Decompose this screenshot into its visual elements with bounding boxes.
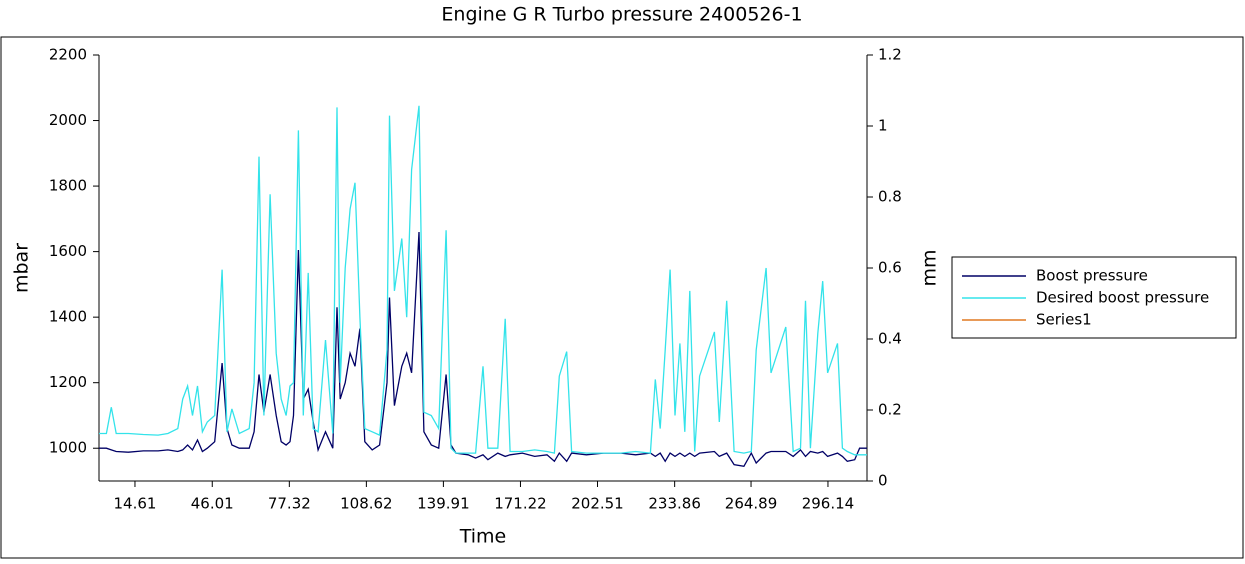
x-tick-label: 202.51: [571, 495, 624, 513]
x-tick-label: 77.32: [268, 495, 311, 513]
y2-tick-label: 1: [878, 117, 888, 135]
chart-title: Engine G R Turbo pressure 2400526-1: [441, 4, 802, 26]
y-tick-label: 1200: [49, 373, 87, 391]
x-tick-label: 108.62: [340, 495, 393, 513]
y2-tick-label: 0.2: [878, 401, 902, 419]
y-tick-label: 1600: [49, 242, 87, 260]
series-line: [99, 231, 867, 468]
legend-label: Desired boost pressure: [1036, 289, 1209, 307]
frame: [0, 36, 1244, 559]
y2-axis-title: mm: [919, 249, 941, 286]
y2-tick-label: 0.8: [878, 188, 902, 206]
x-tick-label: 264.89: [725, 495, 778, 513]
y-axis-title: mbar: [11, 243, 33, 293]
x-tick-label: 46.01: [191, 495, 234, 513]
y-tick-label: 1800: [49, 177, 87, 195]
y-tick-label: 1400: [49, 308, 87, 326]
legend-label: Boost pressure: [1036, 267, 1148, 285]
series-line: [99, 105, 867, 456]
legend-label: Series1: [1036, 311, 1092, 329]
y2-tick-label: 0: [878, 472, 888, 490]
y2-tick-label: 1.2: [878, 46, 902, 64]
x-tick-label: 233.86: [648, 495, 701, 513]
y-tick-label: 2000: [49, 111, 87, 129]
y-tick-label: 2200: [49, 46, 87, 64]
y2-tick-label: 0.4: [878, 330, 902, 348]
x-tick-label: 171.22: [494, 495, 547, 513]
y2-tick-label: 0.6: [878, 259, 902, 277]
x-tick-label: 14.61: [113, 495, 156, 513]
x-tick-label: 139.91: [417, 495, 470, 513]
x-axis-title: Time: [459, 526, 507, 548]
x-tick-label: 296.14: [802, 495, 855, 513]
y-tick-label: 1000: [49, 439, 87, 457]
